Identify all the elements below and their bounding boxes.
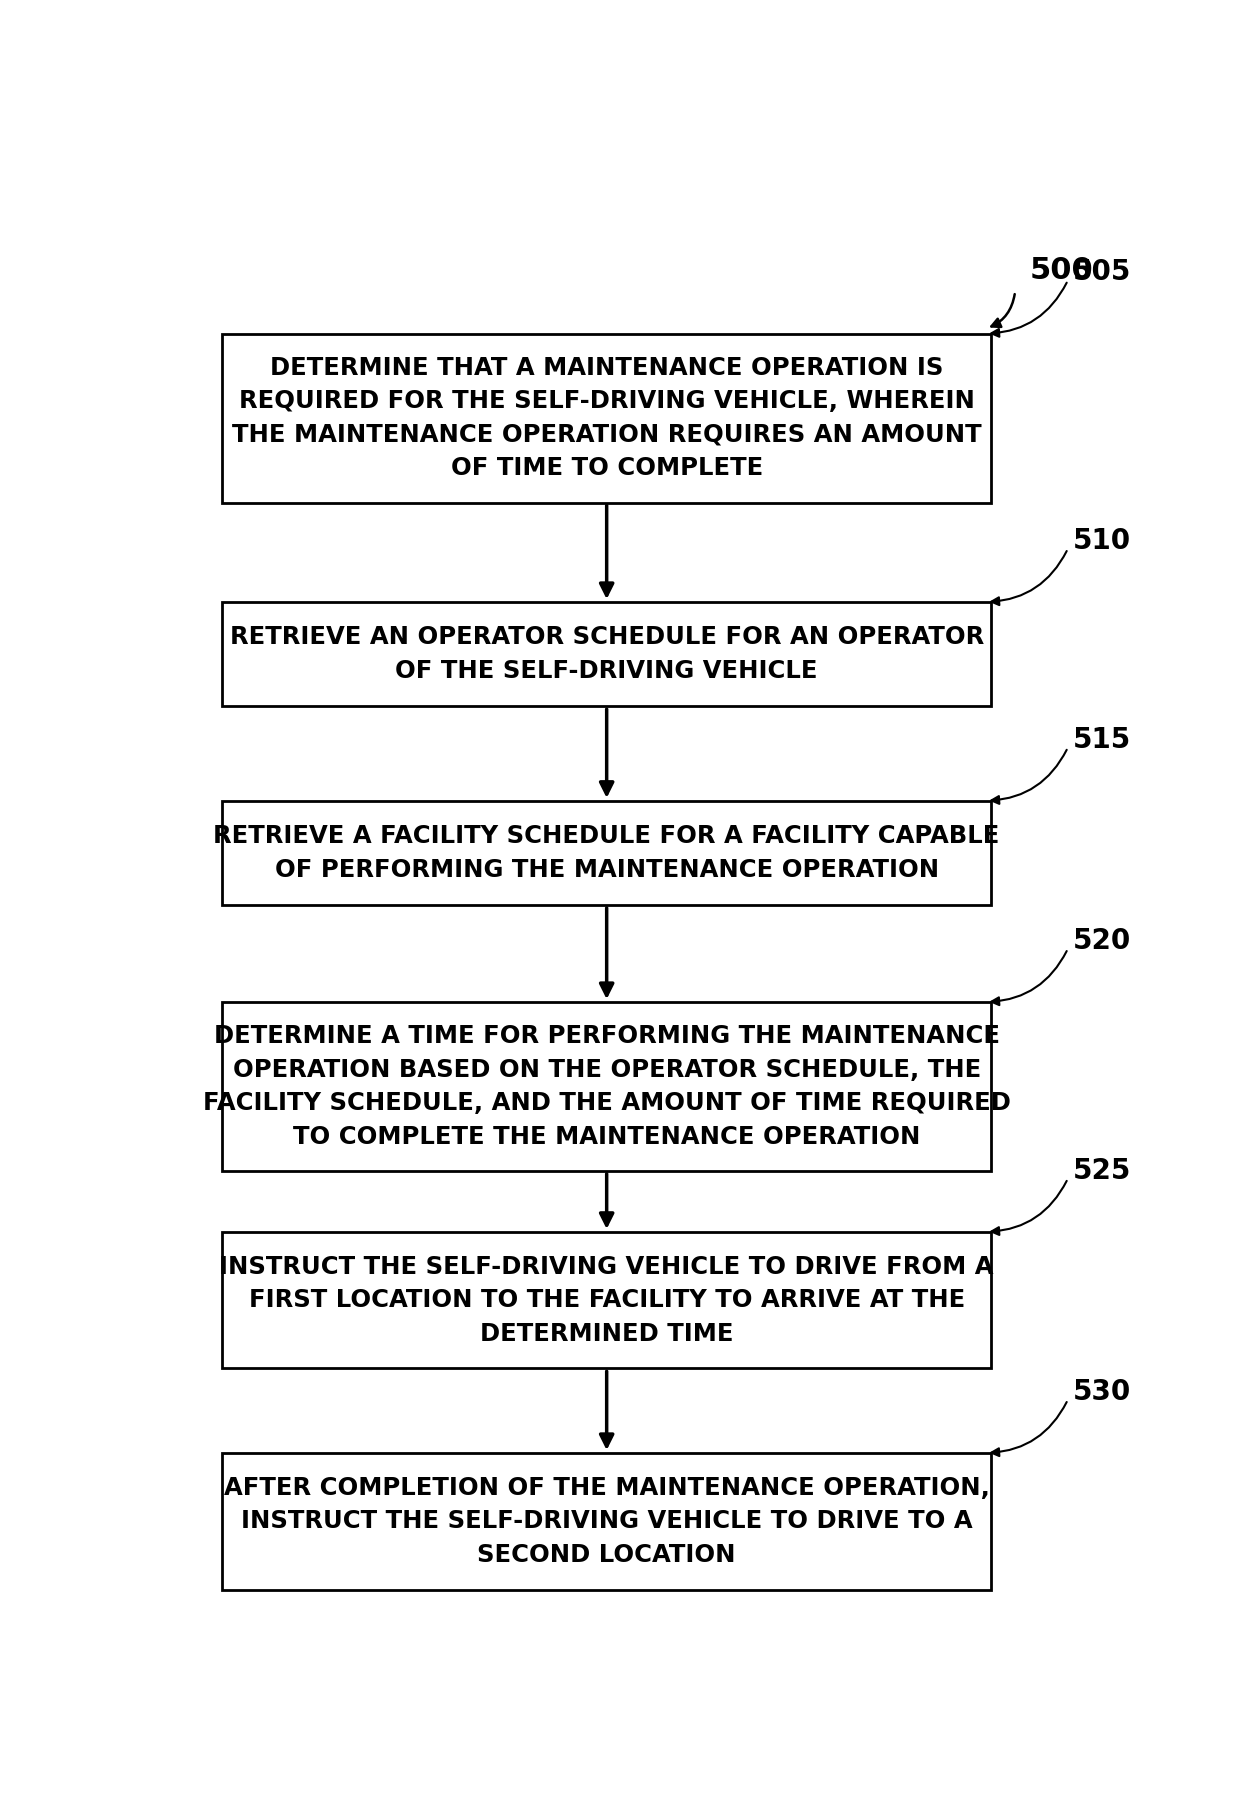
Text: RETRIEVE A FACILITY SCHEDULE FOR A FACILITY CAPABLE
OF PERFORMING THE MAINTENANC: RETRIEVE A FACILITY SCHEDULE FOR A FACIL… xyxy=(213,824,999,882)
Text: 505: 505 xyxy=(1073,258,1131,287)
Bar xyxy=(222,602,991,707)
Bar xyxy=(222,1232,991,1368)
Text: 510: 510 xyxy=(1073,528,1131,555)
Text: 500: 500 xyxy=(1029,257,1094,286)
Bar xyxy=(222,801,991,905)
Text: 530: 530 xyxy=(1073,1377,1131,1406)
Text: 520: 520 xyxy=(1073,927,1131,954)
Text: 515: 515 xyxy=(1073,726,1131,754)
Text: DETERMINE THAT A MAINTENANCE OPERATION IS
REQUIRED FOR THE SELF-DRIVING VEHICLE,: DETERMINE THAT A MAINTENANCE OPERATION I… xyxy=(232,356,982,481)
Bar xyxy=(222,1453,991,1590)
Text: 525: 525 xyxy=(1073,1156,1131,1185)
Bar xyxy=(222,334,991,502)
Bar xyxy=(222,1001,991,1171)
Text: INSTRUCT THE SELF-DRIVING VEHICLE TO DRIVE FROM A
FIRST LOCATION TO THE FACILITY: INSTRUCT THE SELF-DRIVING VEHICLE TO DRI… xyxy=(219,1254,994,1346)
Text: AFTER COMPLETION OF THE MAINTENANCE OPERATION,
INSTRUCT THE SELF-DRIVING VEHICLE: AFTER COMPLETION OF THE MAINTENANCE OPER… xyxy=(223,1476,990,1567)
Text: RETRIEVE AN OPERATOR SCHEDULE FOR AN OPERATOR
OF THE SELF-DRIVING VEHICLE: RETRIEVE AN OPERATOR SCHEDULE FOR AN OPE… xyxy=(229,625,983,683)
Text: DETERMINE A TIME FOR PERFORMING THE MAINTENANCE
OPERATION BASED ON THE OPERATOR : DETERMINE A TIME FOR PERFORMING THE MAIN… xyxy=(202,1025,1011,1149)
